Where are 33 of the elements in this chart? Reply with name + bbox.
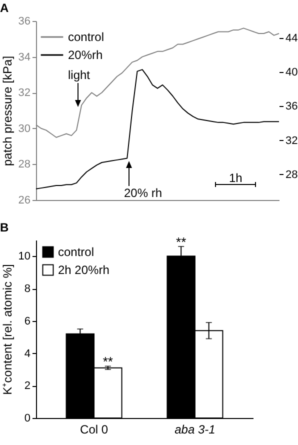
y-tick-label: 4: [24, 348, 30, 360]
annotation: **: [176, 234, 186, 250]
y-tick-label: 32: [18, 87, 30, 100]
y-tick-label: 34: [18, 51, 30, 64]
x-tick-label: Col 0: [80, 422, 108, 436]
y-tick-label: 36: [18, 16, 30, 28]
annotation: **: [102, 354, 113, 370]
line-series: [36, 69, 280, 190]
y2-tick-label: 36: [286, 100, 298, 113]
legend-label: control: [58, 245, 94, 259]
y-tick-label: 28: [18, 158, 30, 171]
y2-tick-label: 40: [286, 66, 298, 79]
y-tick-label: 10: [18, 250, 30, 263]
y2-tick-label: 32: [286, 134, 298, 147]
y-axis-title: K⁺content [rel. atomic %]: [0, 264, 14, 395]
y2-tick-label: 28: [286, 168, 298, 181]
y-tick-label: 30: [18, 122, 30, 135]
y-tick-label: 6: [24, 315, 30, 328]
annotation: 1h: [229, 171, 242, 185]
y-tick-label: 8: [24, 283, 30, 296]
x-tick-label: aba 3-1: [174, 422, 216, 436]
chart-title: A: [0, 1, 9, 15]
chart-title: B: [0, 220, 9, 234]
legend-label: 20%rh: [68, 48, 103, 62]
annotation: 20% rh: [124, 186, 162, 200]
y-axis-title: patch pressure [kPa]: [0, 56, 14, 166]
y-tick-label: 26: [18, 194, 30, 206]
y-tick-label: 0: [24, 412, 30, 424]
legend-label: 2h 20%rh: [58, 263, 110, 277]
y2-tick-label: 44: [286, 32, 298, 45]
y-tick-label: 2: [24, 380, 30, 392]
annotation: light: [68, 68, 90, 82]
legend-label: control: [68, 30, 104, 44]
